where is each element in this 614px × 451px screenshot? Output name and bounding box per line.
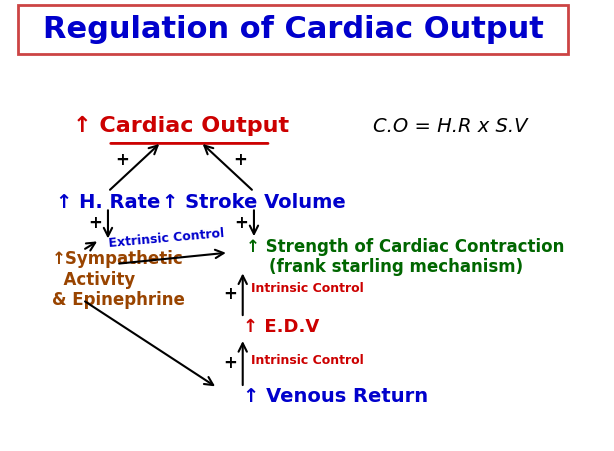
Text: Intrinsic Control: Intrinsic Control	[251, 354, 364, 367]
FancyBboxPatch shape	[18, 5, 569, 54]
Text: Regulation of Cardiac Output: Regulation of Cardiac Output	[43, 15, 543, 44]
Text: C.O = H.R x S.V: C.O = H.R x S.V	[373, 117, 527, 136]
Text: ↑Sympathetic
  Activity
& Epinephrine: ↑Sympathetic Activity & Epinephrine	[52, 250, 185, 309]
Text: +: +	[223, 354, 237, 372]
Text: +: +	[223, 285, 237, 303]
Text: +: +	[235, 214, 249, 232]
Text: +: +	[115, 151, 129, 169]
Text: Extrinsic Control: Extrinsic Control	[109, 227, 225, 250]
Text: Intrinsic Control: Intrinsic Control	[251, 282, 364, 295]
Text: ↑ Venous Return: ↑ Venous Return	[243, 387, 428, 406]
Text: ↑ H. Rate: ↑ H. Rate	[56, 193, 160, 212]
Text: ↑ Cardiac Output: ↑ Cardiac Output	[73, 116, 289, 136]
Text: ↑ Strength of Cardiac Contraction
    (frank starling mechanism): ↑ Strength of Cardiac Contraction (frank…	[246, 238, 564, 276]
Text: +: +	[233, 151, 247, 169]
Text: +: +	[88, 214, 103, 232]
Text: ↑ E.D.V: ↑ E.D.V	[243, 318, 319, 336]
Text: ↑ Stroke Volume: ↑ Stroke Volume	[162, 193, 346, 212]
